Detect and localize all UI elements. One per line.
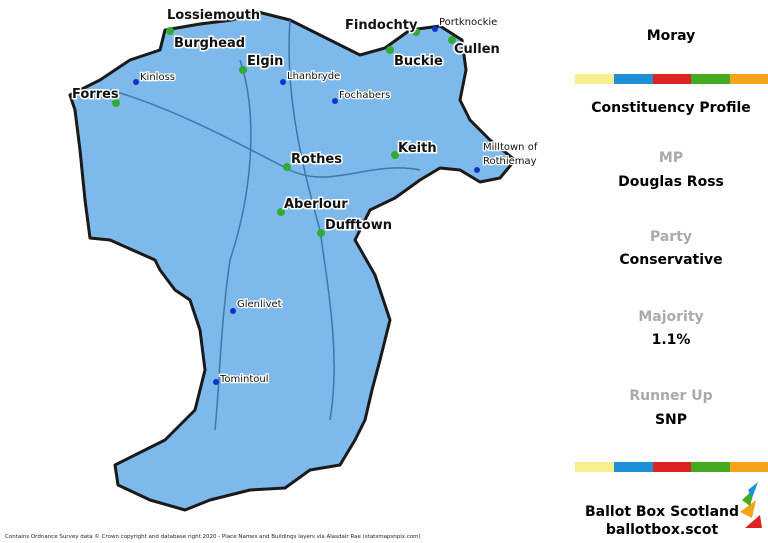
village-label: Fochabers	[339, 90, 390, 101]
field-value: 1.1%	[652, 332, 691, 348]
village-label: Milltown of	[483, 142, 538, 153]
field-label: Runner Up	[629, 388, 712, 404]
village-label: Rothiemay	[483, 156, 537, 167]
section-title: Constituency Profile	[591, 100, 751, 116]
village-label: Glenlivet	[237, 299, 282, 310]
town-label: Aberlour	[284, 197, 348, 212]
colour-bar	[575, 462, 768, 472]
brand-url: ballotbox.scot	[606, 522, 719, 538]
field-label: Majority	[638, 309, 703, 325]
brand: Ballot Box Scotland	[585, 504, 739, 520]
town-label: Dufftown	[325, 218, 392, 233]
logo	[740, 482, 762, 528]
village-label: Portknockie	[439, 17, 497, 28]
town-dots	[112, 10, 456, 237]
constituency-area	[68, 10, 517, 512]
town-label: Buckie	[394, 54, 443, 69]
town-label: Elgin	[247, 54, 283, 69]
town-label: Burghead	[174, 36, 245, 51]
village-label: Tomintoul	[219, 374, 269, 385]
field-value: Douglas Ross	[618, 174, 724, 190]
village-label: Lhanbryde	[287, 71, 340, 82]
town-label: Rothes	[291, 152, 342, 167]
attribution: Contains Ordnance Survey data © Crown co…	[5, 533, 421, 540]
field-value: Conservative	[619, 252, 722, 268]
field-label: MP	[659, 150, 683, 166]
village-dots	[133, 26, 480, 385]
town-label: Findochty	[345, 18, 418, 33]
town-label: Keith	[398, 141, 437, 156]
constituency-name: Moray	[647, 28, 696, 44]
town-label: Forres	[72, 87, 119, 102]
town-label: Lossiemouth	[167, 8, 260, 23]
village-label: Kinloss	[140, 72, 175, 83]
town-label: Cullen	[454, 42, 500, 57]
field-label: Party	[650, 229, 692, 245]
colour-bar	[575, 74, 768, 84]
field-value: SNP	[655, 412, 687, 428]
